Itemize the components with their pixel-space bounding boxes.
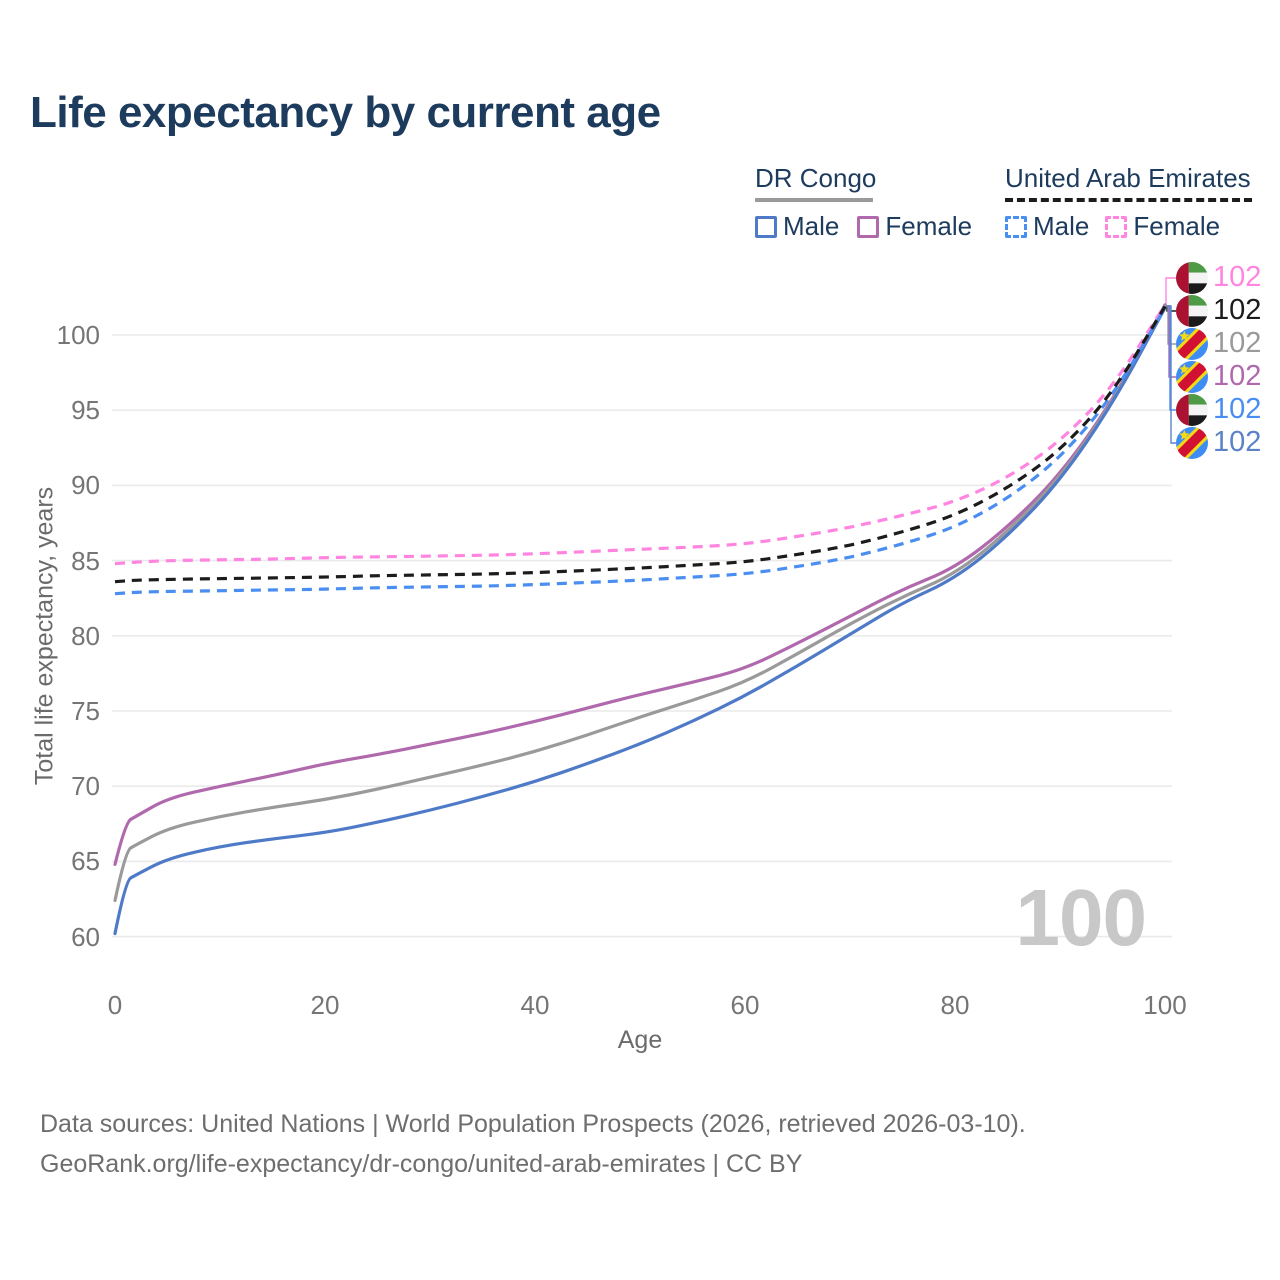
x-tick-100: 100	[1143, 990, 1187, 1020]
y-tick-75: 75	[71, 696, 100, 726]
legend-item-uae-male[interactable]: Male	[1005, 211, 1089, 242]
x-axis-title: Age	[617, 1026, 663, 1054]
legend-underline-dashed	[1005, 198, 1252, 202]
end-value-label-drc-2: 102	[1213, 327, 1262, 359]
legend-swatch-solid-purple	[857, 215, 880, 238]
end-value-label-uae-1: 102	[1213, 294, 1262, 326]
y-tick-60: 60	[71, 921, 100, 952]
source-url[interactable]: GeoRank.org/life-expectancy/dr-congo/uni…	[40, 1150, 803, 1178]
legend-group-title: DR Congo	[755, 163, 877, 193]
legend-group-title: United Arab Emirates	[1005, 163, 1251, 193]
x-tick-0: 0	[107, 990, 123, 1020]
legend-swatch-dashed-pink	[1105, 215, 1128, 238]
data-sources-note: Data sources: United Nations | World Pop…	[40, 1110, 1026, 1138]
y-tick-65: 65	[71, 846, 100, 877]
end-value-label-drc-5: 102	[1213, 426, 1262, 458]
legend-item-label: Female	[885, 211, 973, 241]
series-line-united-arab-emirates-male	[114, 307, 1167, 596]
end-value-label-drc-3: 102	[1213, 360, 1262, 392]
y-tick-85: 85	[71, 545, 100, 576]
series-line-united-arab-emirates-both-sexes	[114, 305, 1167, 584]
legend-item-label: Male	[1033, 211, 1090, 241]
flag-uae-icon	[1176, 262, 1208, 294]
page-title: Life expectancy by current age	[30, 88, 661, 137]
x-tick-20: 20	[310, 990, 340, 1020]
legend-underline-solid	[755, 198, 873, 202]
x-tick-60: 60	[730, 990, 760, 1020]
series-line-united-arab-emirates-female	[114, 304, 1167, 566]
legend-swatch-dashed-blue	[1005, 215, 1027, 238]
legend-item-label: Male	[783, 211, 840, 241]
leader-lines	[1165, 277, 1176, 444]
flag-uae-icon	[1176, 394, 1208, 426]
y-tick-95: 95	[71, 395, 100, 426]
grid	[112, 334, 1172, 938]
series-line-dr-congo-male	[113, 306, 1167, 936]
legend-item-label: Female	[1133, 211, 1221, 241]
series-line-dr-congo-both-sexes	[113, 304, 1167, 903]
legend-item-uae-female[interactable]: Female	[1105, 211, 1220, 242]
y-tick-80: 80	[71, 620, 100, 651]
y-tick-90: 90	[71, 470, 100, 501]
legend-item-drc-female[interactable]: Female	[857, 211, 972, 242]
leader-line	[1165, 305, 1176, 444]
legend-group-uae: United Arab Emirates Male Female	[1005, 163, 1252, 242]
age-watermark: 100	[1015, 873, 1147, 962]
x-tick-80: 80	[940, 990, 970, 1020]
legend-item-drc-male[interactable]: Male	[755, 211, 839, 242]
y-tick-100: 100	[56, 320, 100, 350]
legend-swatch-solid-blue	[755, 215, 777, 238]
series-line-dr-congo-female	[113, 303, 1167, 866]
leader-line	[1165, 277, 1176, 307]
x-tick-40: 40	[520, 990, 550, 1020]
y-tick-70: 70	[71, 771, 100, 802]
flag-uae-icon	[1176, 295, 1208, 327]
legend-group-dr-congo: DR Congo Male Female	[755, 163, 972, 242]
end-value-label-uae-4: 102	[1213, 393, 1262, 425]
end-value-label-uae-0: 102	[1213, 261, 1262, 293]
